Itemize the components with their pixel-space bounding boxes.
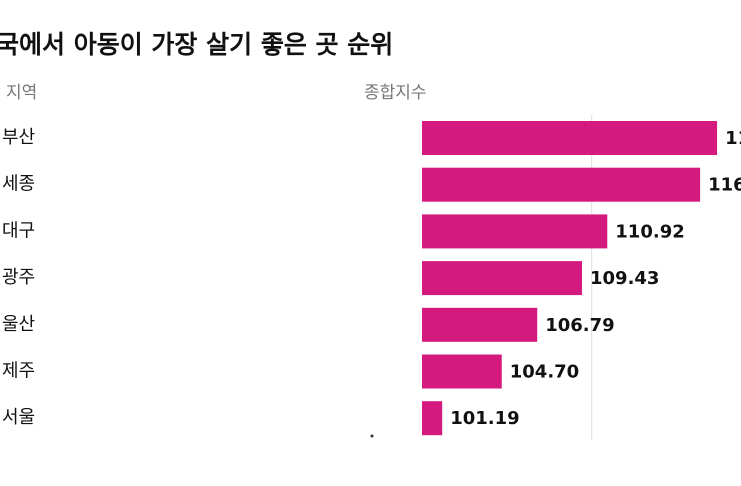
value-header: 종합지수 bbox=[364, 83, 427, 103]
value-label: 117.39 bbox=[725, 128, 741, 149]
bar bbox=[422, 261, 583, 296]
category-header: 지역 bbox=[6, 83, 37, 103]
bar bbox=[422, 401, 443, 436]
category-label: 세종 bbox=[2, 174, 35, 195]
category-label: 서울 bbox=[2, 407, 35, 428]
category-label: 제주 bbox=[2, 361, 35, 382]
value-label: 116.39 bbox=[708, 175, 741, 196]
chart-title: 국에서 아동이 가장 살기 좋은 곳 순위 bbox=[0, 30, 393, 59]
bar bbox=[422, 121, 718, 155]
category-label: 울산 bbox=[2, 314, 35, 335]
bar bbox=[422, 354, 502, 389]
value-label: 104.70 bbox=[510, 362, 579, 383]
value-label: 109.43 bbox=[590, 268, 659, 289]
value-label: 110.92 bbox=[615, 221, 684, 242]
category-label: 대구 bbox=[2, 220, 35, 241]
dot bbox=[370, 434, 374, 438]
category-label: 부산 bbox=[2, 127, 35, 148]
bar bbox=[422, 167, 701, 202]
value-label: 106.79 bbox=[545, 315, 614, 336]
value-label: 101.19 bbox=[450, 408, 519, 429]
category-label: 광주 bbox=[2, 267, 35, 288]
bar bbox=[422, 214, 608, 249]
bar bbox=[422, 307, 538, 342]
